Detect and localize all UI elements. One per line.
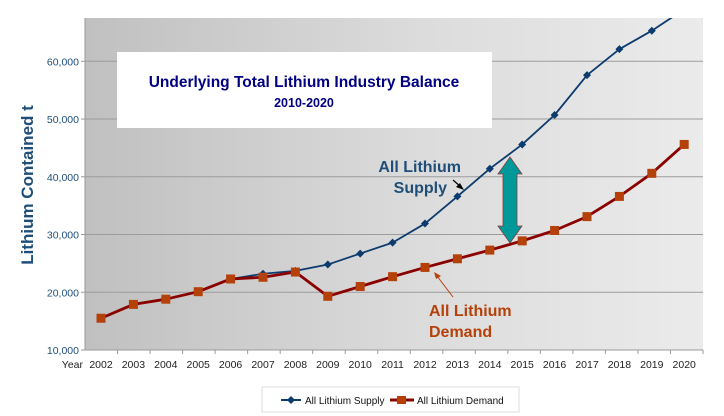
- supply-point: [647, 26, 656, 35]
- supply-annotation-line1: All Lithium: [378, 159, 461, 176]
- supply-point: [453, 192, 462, 201]
- demand-point: [323, 291, 333, 301]
- supply-point: [615, 45, 624, 54]
- demand-point: [550, 225, 560, 235]
- y-tick-label: 10,000: [47, 345, 79, 357]
- x-tick-label: 2007: [251, 359, 275, 371]
- legend-demand-marker: [397, 396, 406, 404]
- supply-pointer-arrow: [452, 179, 464, 190]
- chart-title: Underlying Total Lithium Industry Balanc…: [149, 74, 460, 91]
- demand-pointer-arrow: [434, 272, 454, 298]
- x-tick-label: 2013: [446, 359, 470, 371]
- demand-point: [679, 139, 689, 149]
- supply-point: [680, 5, 688, 13]
- x-axis-ticks: 2002 2003 2004 2005 2006 2007 2008 2009 2010 2011…: [89, 350, 704, 371]
- x-tick-label: 2006: [219, 359, 243, 371]
- x-tick-label: 2003: [122, 359, 146, 371]
- y-axis-ticks: 10,000 20,000 30,000 40,000 50,000 60,000: [47, 56, 85, 357]
- demand-point: [452, 254, 462, 264]
- supply-point: [518, 140, 527, 149]
- demand-annotation-line2: Demand: [429, 324, 492, 341]
- y-tick-label: 50,000: [47, 114, 79, 126]
- y-tick-label: 40,000: [47, 172, 79, 184]
- demand-point: [614, 191, 624, 201]
- supply-point: [485, 164, 494, 173]
- legend-item-demand: All Lithium Demand: [390, 396, 504, 407]
- x-tick-label: 2004: [154, 359, 178, 371]
- x-tick-label: 2019: [640, 359, 664, 371]
- x-tick-label: 2014: [478, 359, 502, 371]
- demand-point: [355, 281, 365, 291]
- supply-point: [356, 249, 365, 258]
- demand-point: [582, 212, 592, 222]
- demand-point: [517, 236, 527, 246]
- x-tick-label: 2005: [187, 359, 211, 371]
- demand-annotation-line1: All Lithium: [429, 303, 512, 320]
- x-tick-label: 2016: [543, 359, 567, 371]
- demand-point: [128, 299, 138, 309]
- x-tick-label: 2020: [673, 359, 697, 371]
- demand-series: [96, 139, 689, 323]
- legend-label-supply: All Lithium Supply: [305, 396, 384, 407]
- chart-subtitle: 2010-2020: [274, 96, 334, 110]
- y-tick-label: 30,000: [47, 230, 79, 242]
- x-tick-label: 2012: [413, 359, 437, 371]
- demand-point: [485, 245, 495, 255]
- legend-supply-marker: [287, 396, 295, 404]
- x-tick-label: 2008: [284, 359, 308, 371]
- supply-point: [421, 219, 429, 228]
- supply-point: [388, 238, 397, 247]
- series-layer: [96, 5, 689, 323]
- x-tick-label: 2009: [316, 359, 340, 371]
- y-tick-label: 60,000: [47, 56, 79, 68]
- legend: All Lithium Supply All Lithium Demand: [261, 386, 520, 413]
- x-tick-label: 2015: [511, 359, 535, 371]
- demand-point: [193, 287, 203, 297]
- demand-point: [226, 274, 236, 284]
- x-axis-label: Year: [62, 359, 84, 371]
- demand-point: [96, 313, 106, 323]
- legend-item-supply: All Lithium Supply: [281, 396, 384, 407]
- demand-point: [290, 267, 300, 277]
- supply-annotation-line2: Supply: [394, 180, 447, 197]
- y-tick-label: 20,000: [47, 287, 79, 299]
- demand-point: [647, 168, 657, 178]
- supply-demand-gap-double-arrow: [497, 156, 523, 244]
- x-tick-label: 2002: [89, 359, 113, 371]
- supply-point: [323, 260, 332, 269]
- demand-point: [388, 272, 398, 282]
- x-tick-label: 2010: [349, 359, 373, 371]
- x-tick-label: 2017: [575, 359, 599, 371]
- x-tick-label: 2018: [608, 359, 632, 371]
- demand-point: [258, 272, 268, 282]
- x-tick-label: 2011: [381, 359, 404, 371]
- supply-point: [583, 71, 591, 80]
- supply-point: [550, 111, 559, 120]
- y-axis-label: Lithium Contained t: [18, 105, 37, 265]
- legend-label-demand: All Lithium Demand: [417, 396, 504, 407]
- title-box: [117, 52, 492, 128]
- demand-point: [420, 262, 430, 272]
- demand-point: [161, 294, 171, 304]
